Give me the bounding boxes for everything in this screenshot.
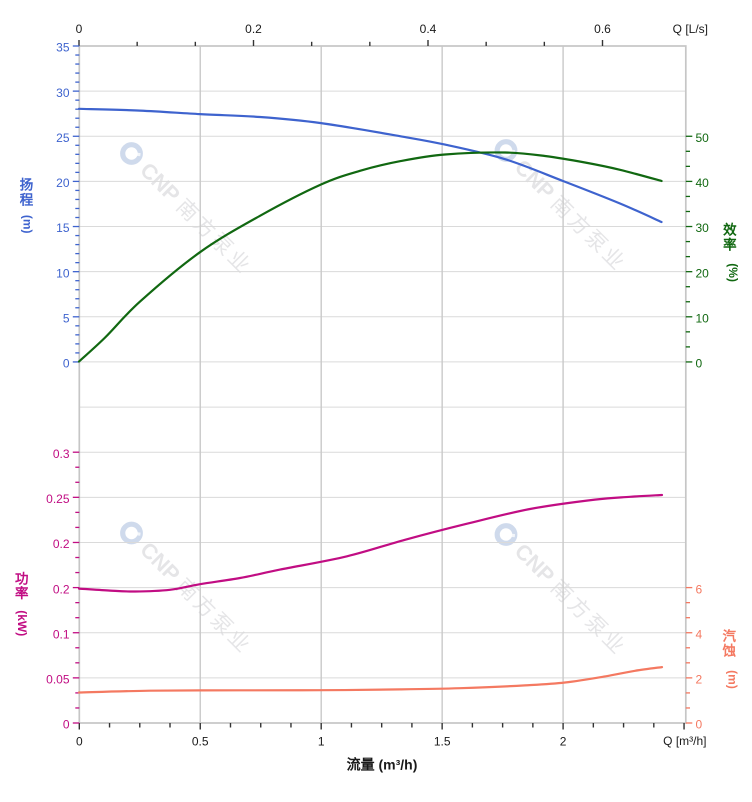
svg-text:0.4: 0.4 [420,22,437,36]
svg-text:(%): (%) [726,263,740,282]
svg-text:4: 4 [696,627,703,641]
svg-text:0.25: 0.25 [46,492,70,506]
svg-text:效: 效 [723,221,737,237]
svg-text:1: 1 [318,735,325,749]
svg-text:0.6: 0.6 [594,22,611,36]
svg-text:(m): (m) [20,215,34,234]
svg-text:蚀: 蚀 [722,642,737,658]
svg-text:0: 0 [76,735,83,749]
svg-text:2: 2 [560,735,567,749]
svg-text:0.3: 0.3 [53,447,70,461]
svg-text:25: 25 [56,131,70,145]
svg-text:0: 0 [76,22,83,36]
svg-text:0: 0 [63,718,70,732]
svg-text:率: 率 [723,237,737,253]
svg-text:30: 30 [56,86,70,100]
svg-text:0.2: 0.2 [53,582,70,596]
svg-text:汽: 汽 [723,628,737,644]
svg-text:6: 6 [696,582,703,596]
svg-text:Q [L/s]: Q [L/s] [673,22,708,36]
svg-text:50: 50 [696,131,710,145]
svg-text:程: 程 [20,193,34,208]
svg-text:0: 0 [696,357,703,371]
svg-text:10: 10 [56,266,70,280]
svg-text:0.2: 0.2 [53,537,70,551]
svg-text:10: 10 [696,312,710,326]
svg-text:5: 5 [63,312,70,326]
svg-text:流量 (m³/h): 流量 (m³/h) [347,757,418,773]
svg-text:0: 0 [696,718,703,732]
svg-text:功: 功 [15,571,29,586]
svg-text:(m): (m) [726,670,740,689]
svg-text:1.5: 1.5 [434,735,451,749]
svg-text:0.5: 0.5 [192,735,209,749]
svg-text:20: 20 [56,176,70,190]
svg-text:0.1: 0.1 [53,627,70,641]
svg-text:15: 15 [56,221,70,235]
svg-text:(kW): (kW) [15,610,29,636]
svg-text:40: 40 [696,176,710,190]
svg-text:35: 35 [56,41,70,55]
svg-text:0: 0 [63,357,70,371]
svg-text:0.05: 0.05 [46,673,70,687]
svg-text:率: 率 [15,585,29,601]
svg-text:0.2: 0.2 [245,22,262,36]
svg-text:20: 20 [696,266,710,280]
svg-text:扬: 扬 [20,176,34,192]
svg-text:30: 30 [696,221,710,235]
svg-text:2: 2 [696,673,703,687]
svg-text:Q [m³/h]: Q [m³/h] [663,734,706,748]
